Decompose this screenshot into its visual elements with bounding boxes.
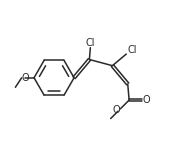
Text: O: O [21, 73, 29, 83]
Text: Cl: Cl [127, 45, 137, 55]
Text: Cl: Cl [86, 38, 95, 48]
Text: O: O [112, 105, 120, 115]
Text: O: O [142, 95, 150, 105]
